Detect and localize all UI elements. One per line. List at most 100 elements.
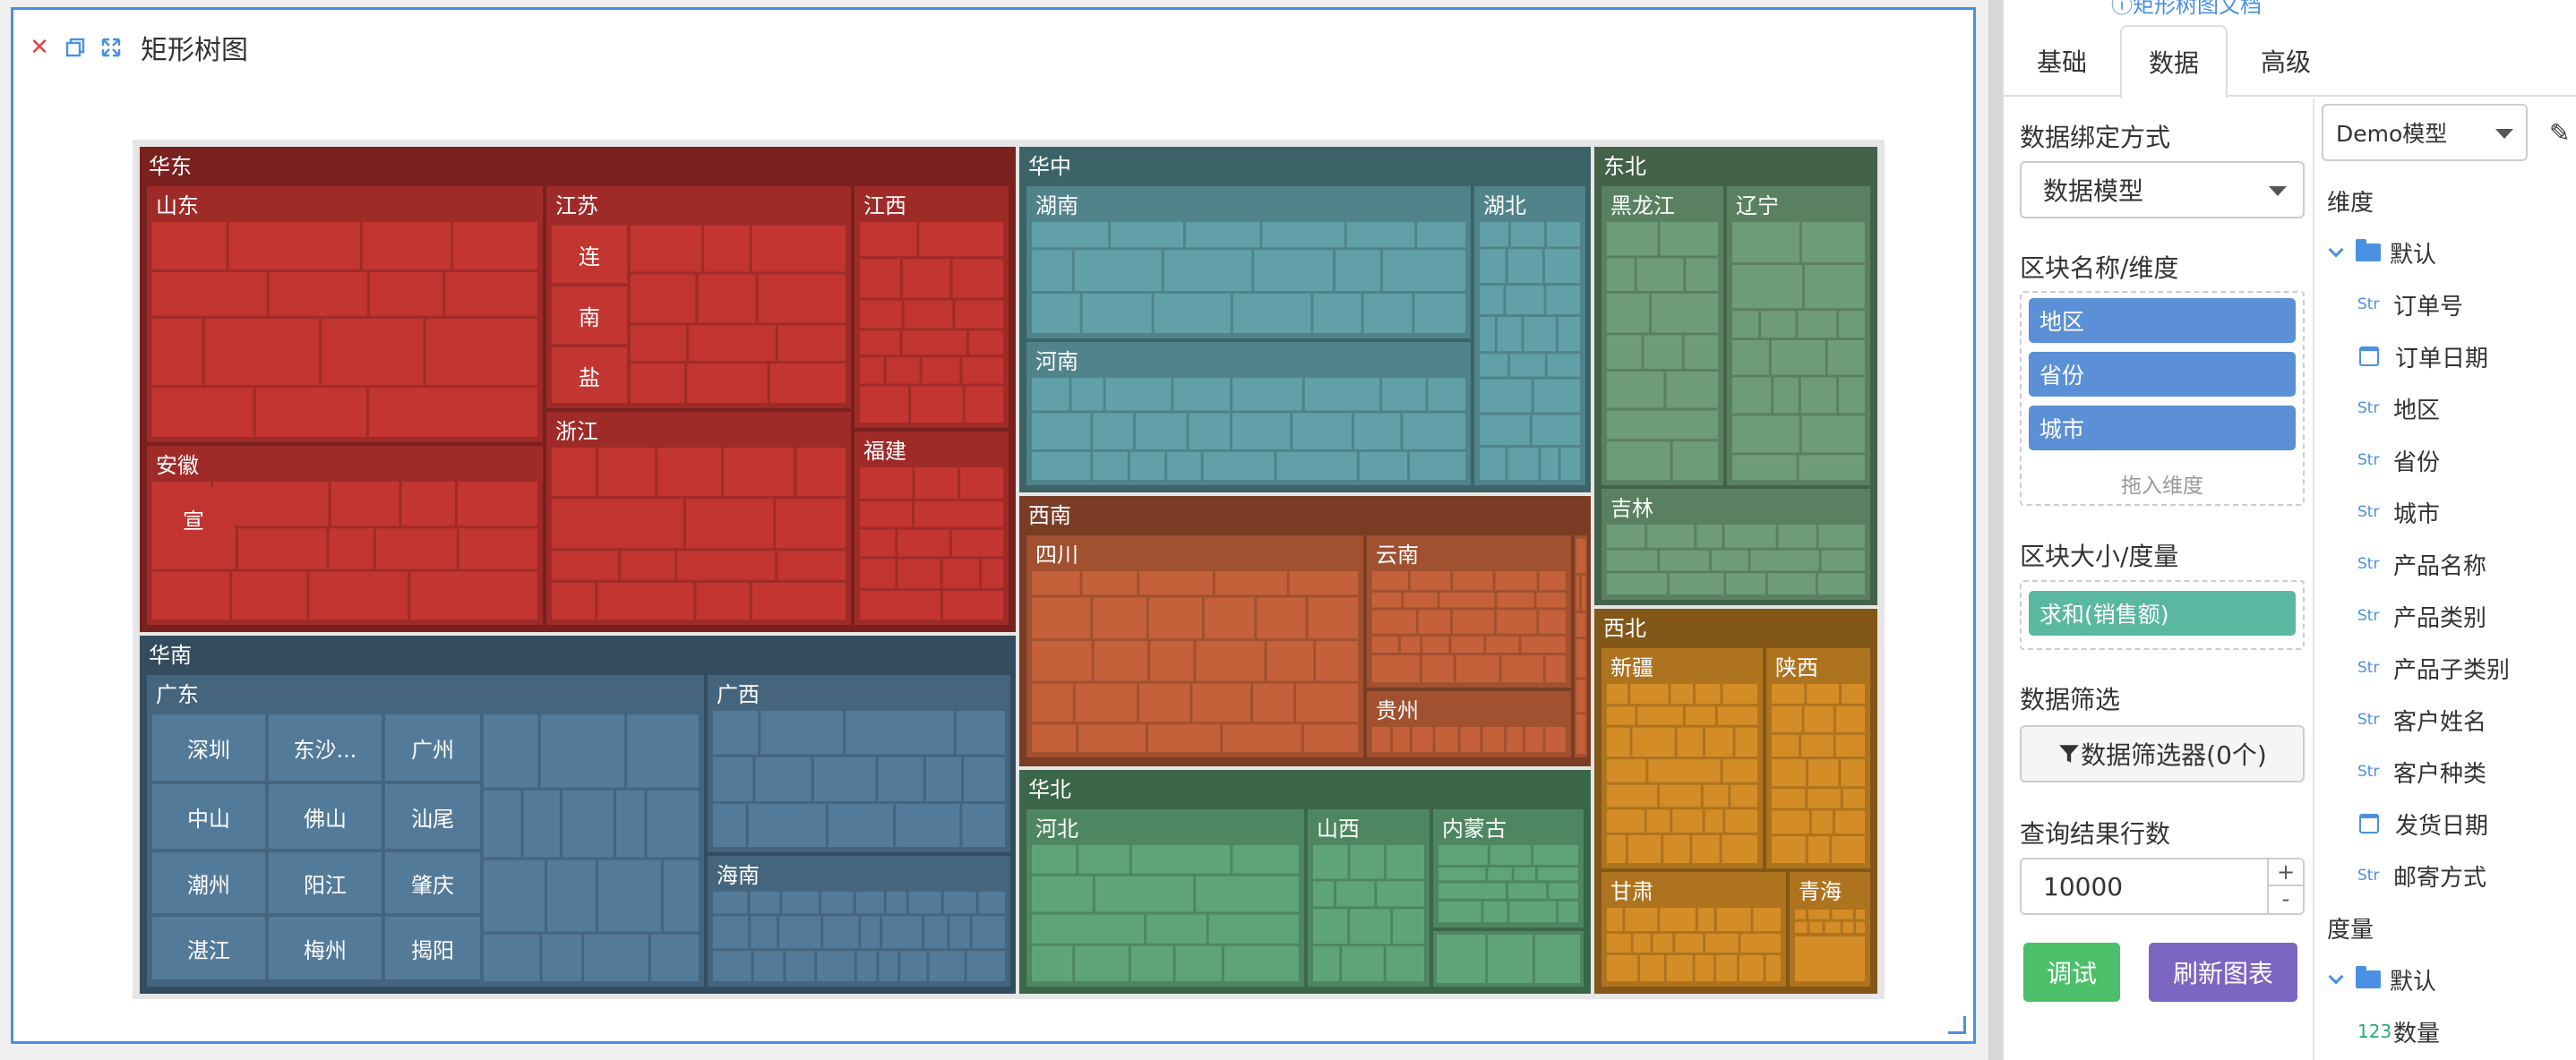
leaf-tile[interactable] xyxy=(1772,684,1805,704)
leaf-tile[interactable] xyxy=(1032,451,1091,480)
leaf-tile[interactable] xyxy=(750,892,780,914)
leaf-tile[interactable] xyxy=(1501,655,1543,682)
tab-advanced[interactable]: 高级 xyxy=(2260,47,2311,77)
leaf-tile[interactable] xyxy=(1732,377,1772,414)
leaf-tile[interactable] xyxy=(1313,909,1348,945)
leaf-tile[interactable] xyxy=(1697,908,1714,932)
tab-basic[interactable]: 基础 xyxy=(2036,47,2087,77)
leaf-tile[interactable] xyxy=(1382,378,1426,411)
leaf-tile[interactable] xyxy=(1735,727,1757,757)
leaf-tile[interactable] xyxy=(687,363,768,403)
measure-dropzone[interactable]: 求和(销售额) xyxy=(2020,580,2305,650)
leaf-tile[interactable] xyxy=(1131,845,1231,874)
leaf-tile[interactable] xyxy=(1438,845,1488,865)
field-8[interactable]: Str 客户姓名 xyxy=(2357,698,2486,741)
leaf-tile[interactable] xyxy=(1725,809,1757,833)
leaf-tile[interactable] xyxy=(1078,845,1129,874)
leaf-tile[interactable] xyxy=(425,318,537,386)
leaf-tile[interactable] xyxy=(1842,921,1854,933)
leaf-tile[interactable] xyxy=(152,318,202,386)
leaf-tile[interactable] xyxy=(1372,636,1398,654)
leaf-tile[interactable] xyxy=(1640,954,1664,981)
leaf-tile[interactable] xyxy=(955,300,1003,329)
leaf-tile[interactable] xyxy=(1545,727,1566,752)
leaf-tile[interactable] xyxy=(1350,845,1385,879)
leaf-tile[interactable] xyxy=(1732,311,1759,338)
leaf-tile[interactable] xyxy=(1276,451,1357,480)
leaf-tile[interactable] xyxy=(1490,845,1532,865)
leaf-tile[interactable] xyxy=(1772,759,1807,787)
leaf-tile[interactable] xyxy=(1071,378,1103,411)
leaf-tile[interactable] xyxy=(846,711,954,755)
leaf-tile[interactable] xyxy=(1695,954,1713,981)
leaf-tile[interactable] xyxy=(1558,901,1578,922)
leaf-tile[interactable] xyxy=(1032,683,1073,722)
leaf-tile[interactable] xyxy=(1453,571,1493,590)
leaf-tile[interactable] xyxy=(1660,784,1701,808)
leaf-tile[interactable] xyxy=(1795,936,1865,981)
debug-button[interactable]: 调试 xyxy=(2023,943,2120,1002)
leaf-tile[interactable] xyxy=(237,528,327,569)
leaf-tile[interactable] xyxy=(1262,222,1344,248)
leaf-tile[interactable] xyxy=(1335,250,1380,292)
leaf-tile[interactable] xyxy=(1607,759,1646,782)
leaf-tile[interactable] xyxy=(1032,378,1069,411)
leaf-tile[interactable] xyxy=(484,859,545,932)
leaf-tile[interactable] xyxy=(969,330,1003,355)
leaf-tile[interactable] xyxy=(1532,415,1580,446)
leaf-tile[interactable] xyxy=(929,951,965,981)
leaf-tile[interactable] xyxy=(1173,378,1231,411)
leaf-tile[interactable] xyxy=(621,551,675,580)
city-tile[interactable] xyxy=(385,917,480,979)
leaf-tile[interactable] xyxy=(1808,910,1830,919)
leaf-tile[interactable] xyxy=(1807,684,1840,704)
leaf-tile[interactable] xyxy=(1672,441,1718,480)
leaf-tile[interactable] xyxy=(647,790,699,858)
leaf-tile[interactable] xyxy=(821,892,854,914)
chevron-down-icon[interactable] xyxy=(2328,969,2344,985)
leaf-tile[interactable] xyxy=(1521,636,1566,654)
city-tile[interactable] xyxy=(385,714,480,781)
doc-link[interactable]: ⓘ矩形树图文档 xyxy=(2111,0,2262,18)
leaf-tile[interactable] xyxy=(1372,655,1420,682)
leaf-tile[interactable] xyxy=(1032,876,1093,912)
leaf-tile[interactable] xyxy=(1653,934,1673,953)
leaf-tile[interactable] xyxy=(542,934,582,981)
leaf-tile[interactable] xyxy=(777,551,846,580)
leaf-tile[interactable] xyxy=(1637,706,1683,725)
leaf-tile[interactable] xyxy=(779,916,821,949)
leaf-tile[interactable] xyxy=(1647,525,1695,548)
leaf-tile[interactable] xyxy=(1308,597,1358,639)
leaf-tile[interactable] xyxy=(860,559,896,588)
leaf-tile[interactable] xyxy=(829,803,894,847)
leaf-tile[interactable] xyxy=(1480,354,1508,377)
leaf-tile[interactable] xyxy=(860,259,900,298)
leaf-tile[interactable] xyxy=(1630,684,1669,705)
city-tile[interactable] xyxy=(152,714,265,781)
province-陕西[interactable] xyxy=(1766,648,1870,868)
leaf-tile[interactable] xyxy=(1082,294,1152,333)
leaf-tile[interactable] xyxy=(1607,954,1638,981)
leaf-tile[interactable] xyxy=(1129,451,1165,480)
leaf-tile[interactable] xyxy=(914,500,1003,527)
leaf-tile[interactable] xyxy=(1296,683,1358,722)
leaf-tile[interactable] xyxy=(760,711,844,755)
leaf-tile[interactable] xyxy=(1607,684,1628,705)
leaf-tile[interactable] xyxy=(1839,377,1865,414)
leaf-tile[interactable] xyxy=(748,803,827,847)
leaf-tile[interactable] xyxy=(698,274,756,323)
leaf-tile[interactable] xyxy=(523,790,560,858)
leaf-tile[interactable] xyxy=(1705,934,1739,953)
leaf-tile[interactable] xyxy=(1666,372,1718,408)
field-10[interactable]: 发货日期 xyxy=(2357,802,2488,845)
leaf-tile[interactable] xyxy=(1497,610,1537,634)
leaf-tile[interactable] xyxy=(1750,550,1819,571)
leaf-tile[interactable] xyxy=(1773,377,1799,414)
leaf-tile[interactable] xyxy=(1801,734,1833,757)
leaf-tile[interactable] xyxy=(1558,316,1580,352)
leaf-tile[interactable] xyxy=(1507,448,1539,480)
leaf-tile[interactable] xyxy=(362,222,451,269)
leaf-tile[interactable] xyxy=(1855,910,1865,919)
leaf-tile[interactable] xyxy=(1510,222,1545,247)
leaf-tile[interactable] xyxy=(1336,881,1375,907)
